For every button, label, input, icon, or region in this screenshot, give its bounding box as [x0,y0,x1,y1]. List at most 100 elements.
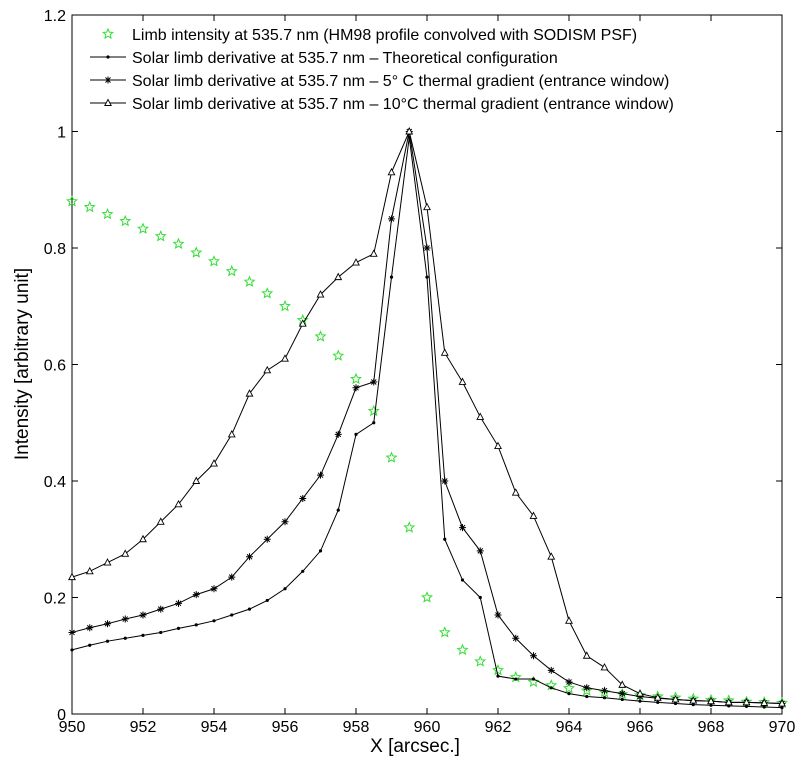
y-tick-label: 0 [57,707,66,724]
legend-marker [106,55,110,59]
x-tick-label: 962 [485,719,512,736]
asterisk-marker [210,585,218,593]
dot-marker [141,633,145,637]
x-tick-label: 960 [414,719,441,736]
triangle-marker [263,365,272,374]
triangle-marker [423,202,431,211]
dot-marker [585,694,589,699]
asterisk-marker [104,620,111,628]
dot-marker [780,705,784,710]
x-tick-label: 952 [130,719,157,736]
star-marker [492,664,504,676]
star-marker [261,287,274,299]
y-axis-label: Intensity [arbitrary unit] [12,268,33,460]
dot-marker [656,700,660,704]
dot-marker [389,275,394,279]
x-tick-label: 966 [627,719,654,736]
asterisk-marker [512,634,520,642]
triangle-marker [352,258,360,266]
dot-marker [123,636,127,640]
triangle-marker [671,694,680,703]
dot-marker [70,648,74,652]
dot-marker [514,677,518,681]
y-tick-label: 1.2 [44,8,66,25]
dot-marker [105,639,110,643]
triangle-marker [405,127,414,135]
dot-marker [372,421,376,425]
triangle-marker [298,319,307,327]
triangle-marker [476,412,485,420]
dot-marker [283,587,287,591]
asterisk-marker [246,553,253,561]
dot-marker [247,607,252,611]
asterisk-marker [352,384,360,392]
star-marker [350,372,362,385]
dot-marker [673,701,678,706]
triangle-marker [139,534,147,543]
legend-label: Limb intensity at 535.7 nm (HM98 profile… [132,27,637,44]
asterisk-marker [494,611,502,619]
triangle-marker [529,511,538,519]
dot-marker [709,703,713,707]
y-tick-label: 0.2 [44,591,66,608]
dot-marker [336,508,340,512]
dot-marker [301,569,305,573]
asterisk-marker [423,244,431,252]
star-marker [456,643,469,656]
asterisk-marker [281,518,289,526]
legend-label: Solar limb derivative at 535.7 nm – 5° C… [132,73,669,90]
dot-marker [212,619,216,623]
dot-marker [691,703,695,707]
triangle-marker [369,249,378,257]
x-tick-label: 958 [343,719,370,736]
star-marker [101,207,114,220]
y-tick-label: 0.4 [44,474,66,491]
asterisk-marker [441,477,449,485]
asterisk-marker [263,535,271,543]
asterisk-marker [370,378,378,386]
star-marker [563,682,575,694]
dot-marker [549,686,553,690]
star-marker [314,330,327,342]
star-marker [225,264,238,277]
legend-marker [104,98,112,106]
triangle-marker [707,696,715,705]
asterisk-marker [459,524,466,532]
asterisk-marker [317,471,324,479]
dot-marker [567,692,571,696]
series-line [71,129,783,705]
star-marker [438,626,451,638]
dot-marker [176,626,181,630]
triangle-marker [600,662,609,671]
y-tick-label: 0.6 [44,358,66,375]
asterisk-marker [121,615,129,623]
star-marker [207,255,221,267]
star-marker [367,404,380,417]
triangle-marker [778,699,786,707]
asterisk-marker [228,573,236,581]
legend-marker [104,76,112,84]
x-tick-label: 964 [556,719,583,736]
dot-marker [638,699,642,703]
dot-marker [159,630,163,635]
asterisk-marker [601,687,608,695]
triangle-marker [440,348,449,356]
dot-marker [354,432,358,436]
star-marker [474,655,487,667]
triangle-marker [547,552,556,560]
star-marker [332,349,345,361]
asterisk-marker [139,611,147,619]
triangle-marker [156,517,165,525]
triangle-marker [760,698,769,706]
series-line [71,131,783,705]
dot-marker [531,677,536,681]
x-tick-label: 956 [272,719,299,736]
asterisk-marker [157,605,165,613]
triangle-marker [85,566,94,575]
triangle-marker [653,693,662,701]
asterisk-marker [618,690,626,698]
x-tick-label: 968 [698,719,725,736]
asterisk-marker [192,591,200,599]
triangle-marker [245,389,254,397]
